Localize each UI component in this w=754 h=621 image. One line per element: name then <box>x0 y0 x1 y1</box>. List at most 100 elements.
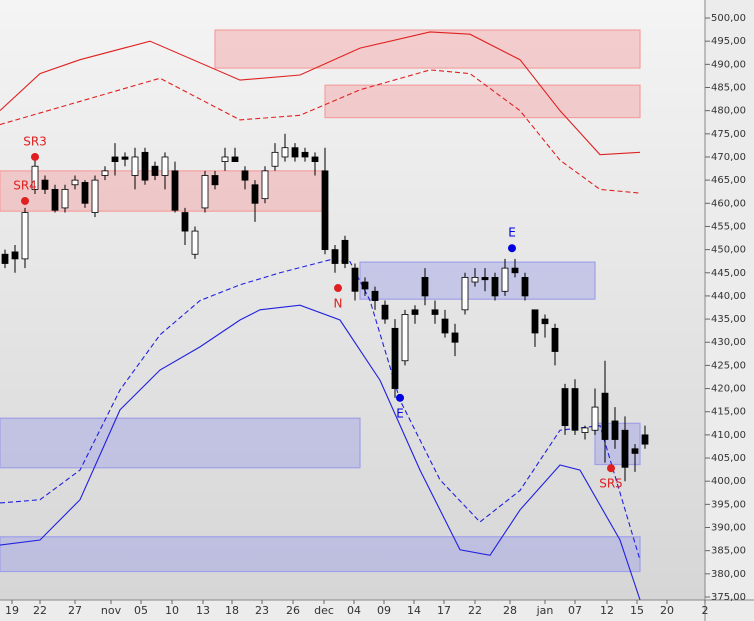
candle-body <box>101 170 109 176</box>
candle-body <box>421 276 429 297</box>
candle-body <box>381 304 389 320</box>
x-tick-label: dec <box>314 604 334 617</box>
axis-background <box>705 0 754 621</box>
signal-label: SR5 <box>599 477 623 491</box>
candle-body <box>301 151 309 158</box>
candle-body <box>451 332 459 343</box>
candle-body <box>321 170 329 251</box>
candle-body <box>611 420 619 440</box>
signal-dot <box>21 196 29 205</box>
signal-dot <box>607 464 615 473</box>
x-tick-label: 22 <box>33 604 47 617</box>
candle-body <box>431 309 439 315</box>
x-tick-label: 27 <box>68 604 82 617</box>
x-tick-label: 14 <box>407 604 421 617</box>
y-tick-label: 440,00 <box>711 291 746 302</box>
candle-body <box>551 327 559 352</box>
candle-body <box>251 184 259 204</box>
band-zone <box>0 170 326 212</box>
candle-body <box>271 151 279 167</box>
y-tick-label: 435,00 <box>711 314 746 325</box>
candle-body <box>41 179 49 190</box>
y-tick-label: 495,00 <box>711 36 746 47</box>
signal-dot <box>334 284 342 293</box>
candle-body <box>481 276 489 281</box>
candle-body <box>131 156 139 176</box>
y-tick-label: 400,00 <box>711 476 746 487</box>
candle-body <box>341 239 349 264</box>
x-tick-label: 2 <box>702 604 709 617</box>
y-tick-label: 475,00 <box>711 129 746 140</box>
candle-body <box>21 212 29 260</box>
candle-body <box>1 253 9 264</box>
candle-body <box>71 179 79 186</box>
y-tick-label: 450,00 <box>711 245 746 256</box>
x-tick-label: 15 <box>630 604 644 617</box>
x-tick-label: 12 <box>600 604 614 617</box>
x-tick-label: 10 <box>165 604 179 617</box>
y-tick-label: 380,00 <box>711 569 746 580</box>
y-tick-label: 470,00 <box>711 152 746 163</box>
y-tick-label: 465,00 <box>711 175 746 186</box>
candle-body <box>191 230 199 255</box>
y-tick-label: 460,00 <box>711 198 746 209</box>
candle-body <box>31 165 39 190</box>
candle-body <box>601 392 609 440</box>
candle-body <box>291 147 299 158</box>
candle-body <box>351 267 359 292</box>
signal-label: SR3 <box>23 134 47 148</box>
candle-body <box>491 276 499 297</box>
y-tick-label: 415,00 <box>711 407 746 418</box>
x-tick-label: 07 <box>568 604 582 617</box>
x-tick-label: 19 <box>5 604 19 617</box>
signal-dot <box>508 244 516 253</box>
band-zone <box>0 417 361 469</box>
y-tick-label: 405,00 <box>711 453 746 464</box>
candle-body <box>561 388 569 427</box>
x-tick-label: 04 <box>347 604 361 617</box>
y-tick-label: 485,00 <box>711 82 746 93</box>
y-tick-label: 395,00 <box>711 499 746 510</box>
y-tick-label: 490,00 <box>711 59 746 70</box>
x-tick-label: 23 <box>255 604 269 617</box>
candle-body <box>121 156 129 160</box>
x-tick-label: 22 <box>468 604 482 617</box>
candle-body <box>371 290 379 301</box>
y-tick-label: 410,00 <box>711 430 746 441</box>
band-line <box>0 31 641 156</box>
x-tick-label: 17 <box>437 604 451 617</box>
x-tick-label: 09 <box>377 604 391 617</box>
y-tick-label: 455,00 <box>711 221 746 232</box>
candle-body <box>51 188 59 211</box>
candle-body <box>61 188 69 209</box>
y-tick-label: 445,00 <box>711 268 746 279</box>
band-zone <box>214 29 641 69</box>
signal-label: N <box>334 297 343 311</box>
x-tick-label: 28 <box>503 604 517 617</box>
band-line <box>0 259 641 561</box>
candle-body <box>591 406 599 431</box>
candle-body <box>281 147 289 158</box>
candle-body <box>541 318 549 325</box>
x-tick-label: 18 <box>225 604 239 617</box>
signal-dot <box>396 393 404 402</box>
candle-body <box>331 249 339 264</box>
plot-background <box>0 0 705 600</box>
candle-body <box>411 309 419 315</box>
candle-body <box>641 434 649 445</box>
axis-background <box>0 600 705 621</box>
x-tick-label: 13 <box>196 604 210 617</box>
y-tick-label: 390,00 <box>711 523 746 534</box>
band-line <box>0 304 641 600</box>
signal-label: SR4 <box>13 178 37 192</box>
signal-label: E <box>508 226 516 240</box>
candle-body <box>161 156 169 176</box>
band-zone <box>324 84 641 119</box>
band-zone <box>594 422 641 466</box>
candle-body <box>201 175 209 209</box>
candle-body <box>511 267 519 274</box>
candle-body <box>91 179 99 213</box>
y-tick-label: 425,00 <box>711 360 746 371</box>
candle-body <box>441 318 449 334</box>
candle-body <box>111 156 119 163</box>
